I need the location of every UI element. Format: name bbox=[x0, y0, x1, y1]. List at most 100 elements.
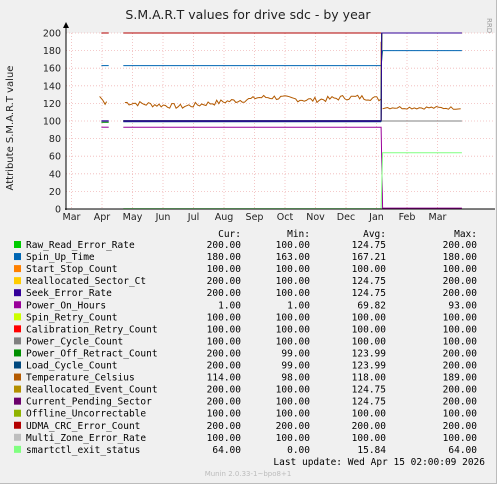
legend-value: 100.00 bbox=[207, 336, 242, 347]
legend-value: 200.00 bbox=[443, 421, 478, 432]
legend-value: 100.00 bbox=[443, 409, 478, 420]
y-tick-label: 20 bbox=[49, 187, 61, 198]
x-tick-label: May bbox=[123, 212, 143, 223]
legend-value: 64.00 bbox=[448, 445, 477, 456]
legend-value: 123.99 bbox=[352, 348, 387, 359]
legend-value: 123.99 bbox=[352, 361, 387, 372]
legend-column-header: Cur: bbox=[218, 229, 241, 240]
legend-value: 124.75 bbox=[352, 397, 386, 408]
y-tick-labels: 0 20 40 60 80 100 120 140 160 180 200 bbox=[43, 29, 61, 216]
y-axis-label: Attribute S.M.A.R.T value bbox=[5, 66, 16, 191]
legend-column-header: Max: bbox=[454, 229, 477, 240]
x-tick-label: Aug bbox=[215, 212, 234, 223]
legend-value: 100.00 bbox=[276, 397, 311, 408]
legend-series-name: Temperature_Celsius bbox=[26, 373, 135, 384]
legend-value: 200.00 bbox=[207, 361, 242, 372]
legend-value: 15.84 bbox=[357, 445, 386, 456]
legend-value: 200.00 bbox=[207, 348, 242, 359]
y-tick-label: 180 bbox=[43, 46, 61, 57]
legend-value: 100.00 bbox=[352, 312, 387, 323]
legend-value: 98.00 bbox=[281, 373, 310, 384]
legend-value: 100.00 bbox=[276, 433, 311, 444]
legend-swatch bbox=[14, 337, 21, 345]
legend-value: 100.00 bbox=[276, 288, 311, 299]
legend-value: 100.00 bbox=[352, 433, 387, 444]
y-tick-label: 120 bbox=[43, 99, 61, 110]
legend-value: 163.00 bbox=[276, 252, 311, 263]
legend-series-name: Spin_Up_Time bbox=[26, 252, 95, 263]
x-tick-label: Mar bbox=[63, 212, 81, 223]
legend-value: 100.00 bbox=[207, 324, 242, 335]
y-tick-label: 0 bbox=[55, 205, 61, 216]
series-line bbox=[380, 32, 462, 122]
x-tick-label: Feb bbox=[399, 212, 416, 223]
legend-value: 200.00 bbox=[276, 421, 311, 432]
legend-value: 100.00 bbox=[443, 264, 478, 275]
legend-value: 100.00 bbox=[443, 324, 478, 335]
legend-value: 0.00 bbox=[287, 445, 310, 456]
legend-value: 100.00 bbox=[276, 276, 311, 287]
legend-series-name: Reallocated_Event_Count bbox=[26, 385, 158, 396]
legend-value: 200.00 bbox=[443, 385, 478, 396]
legend-value: 69.82 bbox=[357, 300, 386, 311]
legend-series-name: Power_On_Hours bbox=[26, 300, 106, 311]
legend-swatch bbox=[14, 445, 21, 453]
x-tick-label: Jan bbox=[368, 212, 384, 223]
y-tick-label: 100 bbox=[43, 117, 61, 128]
legend-swatch bbox=[14, 253, 21, 261]
legend-value: 99.00 bbox=[281, 361, 310, 372]
x-tick-label: Jul bbox=[187, 212, 199, 223]
chart-title: S.M.A.R.T values for drive sdc - by year bbox=[125, 7, 371, 22]
legend-value: 200.00 bbox=[443, 348, 478, 359]
series-line bbox=[99, 96, 108, 106]
legend-series-name: Load_Cycle_Count bbox=[26, 361, 118, 372]
legend-value: 124.75 bbox=[352, 385, 386, 396]
legend-swatch bbox=[14, 433, 21, 441]
legend-value: 1.00 bbox=[287, 300, 310, 311]
x-tick-label: Oct bbox=[277, 212, 294, 223]
axes bbox=[63, 22, 495, 210]
x-tick-label: Dec bbox=[337, 212, 355, 223]
legend-value: 100.00 bbox=[443, 433, 478, 444]
last-update-text: Last update: Wed Apr 15 02:00:09 2026 bbox=[273, 457, 485, 468]
legend-value: 100.00 bbox=[352, 336, 387, 347]
legend-value: 100.00 bbox=[207, 433, 242, 444]
y-tick-label: 80 bbox=[49, 134, 61, 145]
legend-value: 118.00 bbox=[352, 373, 387, 384]
x-tick-label: Sep bbox=[246, 212, 264, 223]
legend-value: 200.00 bbox=[443, 276, 478, 287]
legend-series-name: Start_Stop_Count bbox=[26, 264, 118, 275]
legend-series-name: Current_Pending_Sector bbox=[26, 397, 152, 408]
y-tick-label: 200 bbox=[43, 29, 61, 40]
legend-value: 100.00 bbox=[207, 409, 242, 420]
legend-swatch bbox=[14, 349, 21, 357]
legend-value: 100.00 bbox=[276, 324, 311, 335]
legend-value: 200.00 bbox=[207, 240, 242, 251]
legend-swatch bbox=[14, 385, 21, 393]
legend-value: 124.75 bbox=[352, 288, 386, 299]
legend-swatch bbox=[14, 397, 21, 405]
legend-value: 100.00 bbox=[276, 336, 311, 347]
legend-value: 64.00 bbox=[212, 445, 241, 456]
legend-column-header: Avg: bbox=[363, 229, 386, 240]
legend-value: 100.00 bbox=[276, 264, 311, 275]
legend-series-name: Spin_Retry_Count bbox=[26, 312, 118, 323]
y-tick-label: 160 bbox=[43, 64, 61, 75]
series-line bbox=[382, 105, 461, 110]
legend-column-header: Min: bbox=[287, 229, 310, 240]
legend-series-name: Seek_Error_Rate bbox=[26, 288, 112, 299]
legend-value: 200.00 bbox=[207, 385, 242, 396]
legend-swatch bbox=[14, 289, 21, 297]
legend-value: 100.00 bbox=[352, 324, 387, 335]
x-tick-labels: Mar Apr May Jun Jul Aug Sep Oct Nov Dec Jan Feb Mar bbox=[63, 212, 447, 223]
legend-value: 200.00 bbox=[207, 288, 242, 299]
y-tick-label: 140 bbox=[43, 81, 61, 92]
legend-swatch bbox=[14, 313, 21, 321]
legend-value: 124.75 bbox=[352, 276, 386, 287]
legend-series-name: smartctl_exit_status bbox=[26, 445, 140, 456]
legend-value: 1.00 bbox=[218, 300, 241, 311]
legend-value: 180.00 bbox=[443, 252, 478, 263]
legend-series-name: Reallocated_Sector_Ct bbox=[26, 276, 146, 287]
